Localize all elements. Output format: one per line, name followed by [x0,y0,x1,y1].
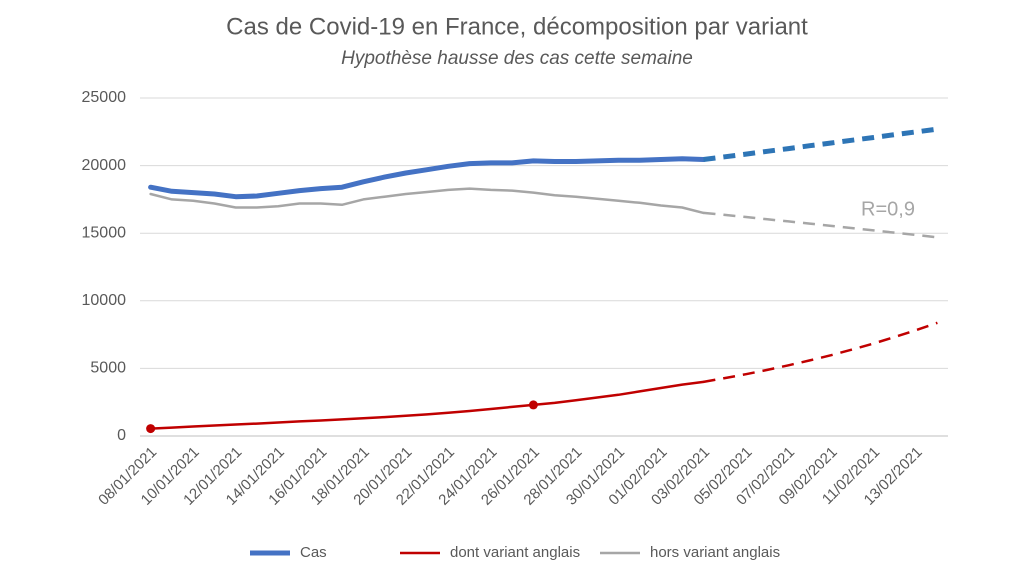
series-line [149,187,705,215]
point-marker [528,400,538,410]
series-line [149,380,705,430]
y-tick-label: 10000 [82,292,127,309]
point-marker [146,424,156,434]
legend-label: hors variant anglais [650,544,780,561]
y-tick-label: 20000 [82,157,127,174]
chart-subtitle: Hypothèse hausse des cas cette semaine [341,48,693,69]
y-tick-label: 15000 [82,224,127,241]
series-line [148,156,706,200]
y-tick-label: 25000 [82,89,127,106]
chart-title: Cas de Covid-19 en France, décomposition… [226,13,808,40]
y-tick-label: 5000 [90,360,126,377]
legend-label: dont variant anglais [450,544,580,561]
y-tick-label: 0 [117,427,126,444]
forecast-line [703,321,938,384]
legend-label: Cas [300,544,327,561]
forecast-line [703,126,938,162]
annotation: R=0,9 [861,198,915,220]
